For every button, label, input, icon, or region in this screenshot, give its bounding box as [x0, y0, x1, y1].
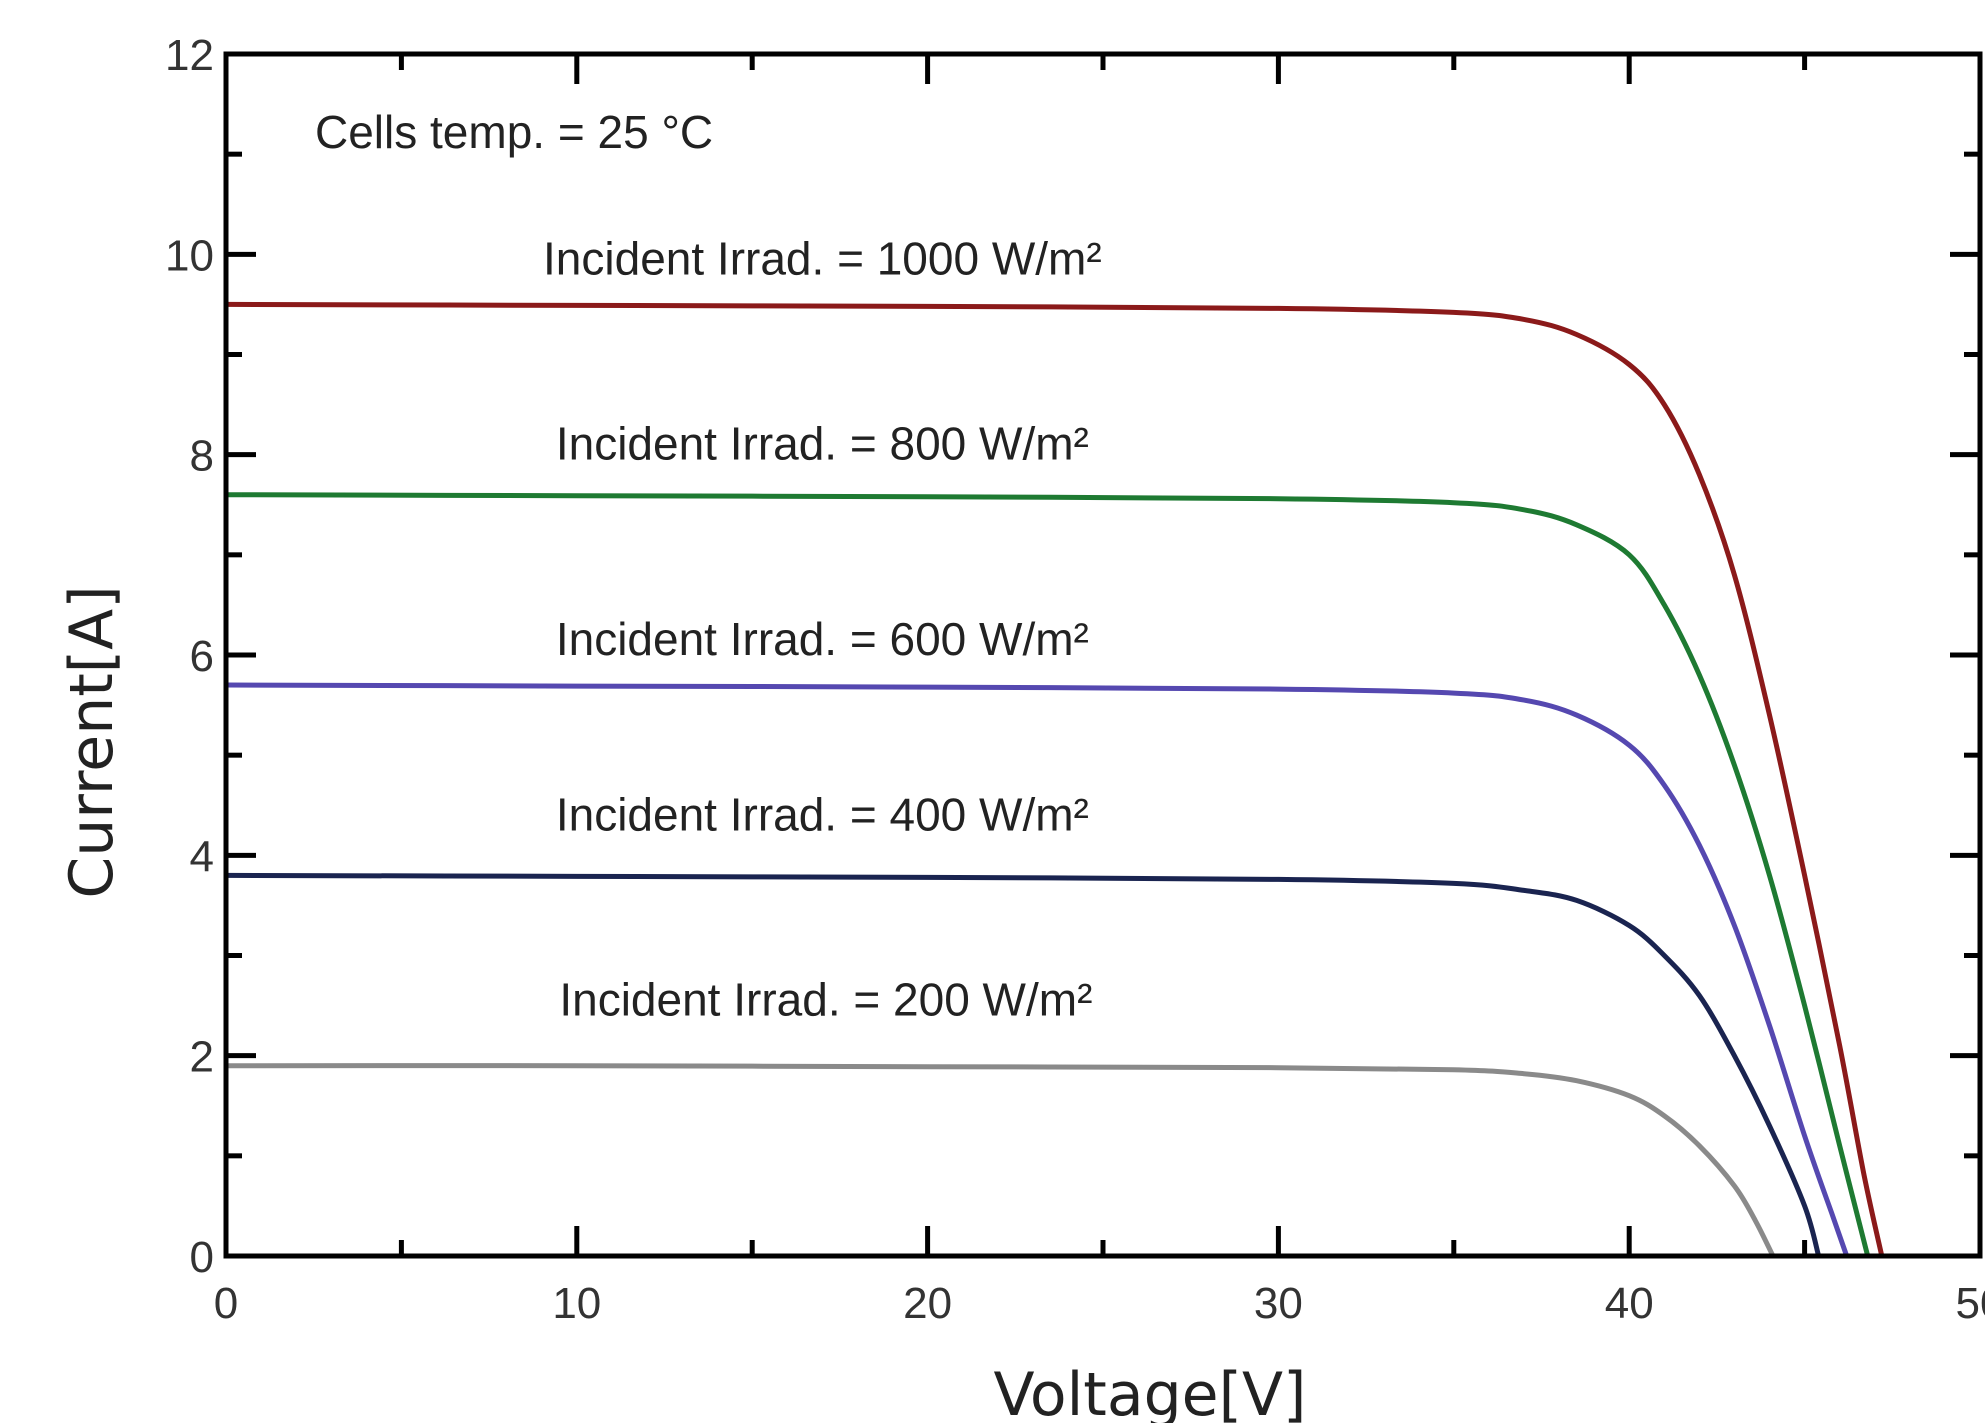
x-tick-label: 50 [1956, 1279, 1985, 1328]
series-line-3 [225, 872, 1822, 1257]
x-tick-label: 20 [903, 1279, 952, 1328]
y-axis-label: Current[A] [57, 585, 127, 898]
series-line-4 [225, 1063, 1776, 1258]
x-tick-label: 0 [214, 1279, 238, 1328]
y-tick-label: 2 [190, 1033, 214, 1082]
series-line-0 [225, 301, 1885, 1257]
tick-layer: 0 10 20 30 40 50 0 2 4 6 8 10 12 [165, 31, 1985, 1328]
x-axis-label: Voltage[V] [994, 1360, 1307, 1423]
y-tick-label: 8 [190, 432, 214, 481]
series-label-1: Incident Irrad. = 800 W/m² [556, 418, 1089, 470]
y-tick-label: 10 [165, 231, 214, 280]
series-label-4: Incident Irrad. = 200 W/m² [559, 974, 1092, 1026]
plot-frame [223, 51, 1983, 1259]
series-label-0: Incident Irrad. = 1000 W/m² [543, 232, 1102, 284]
x-tick-label: 40 [1605, 1279, 1654, 1328]
series-label-2: Incident Irrad. = 600 W/m² [556, 613, 1089, 665]
cells-temperature-annotation: Cells temp. = 25 °C [315, 106, 713, 158]
y-tick-label: 4 [190, 832, 214, 881]
y-tick-label: 0 [190, 1233, 214, 1282]
x-tick-label: 30 [1254, 1279, 1303, 1328]
y-tick-label: 12 [165, 31, 214, 80]
label-layer: Incident Irrad. = 1000 W/m² Incident Irra… [543, 232, 1102, 1025]
series-line-2 [225, 682, 1850, 1257]
series-label-3: Incident Irrad. = 400 W/m² [556, 788, 1089, 840]
x-tick-label: 10 [552, 1279, 601, 1328]
series-line-1 [225, 492, 1871, 1257]
y-tick-label: 6 [190, 632, 214, 681]
series-layer [225, 301, 1885, 1258]
